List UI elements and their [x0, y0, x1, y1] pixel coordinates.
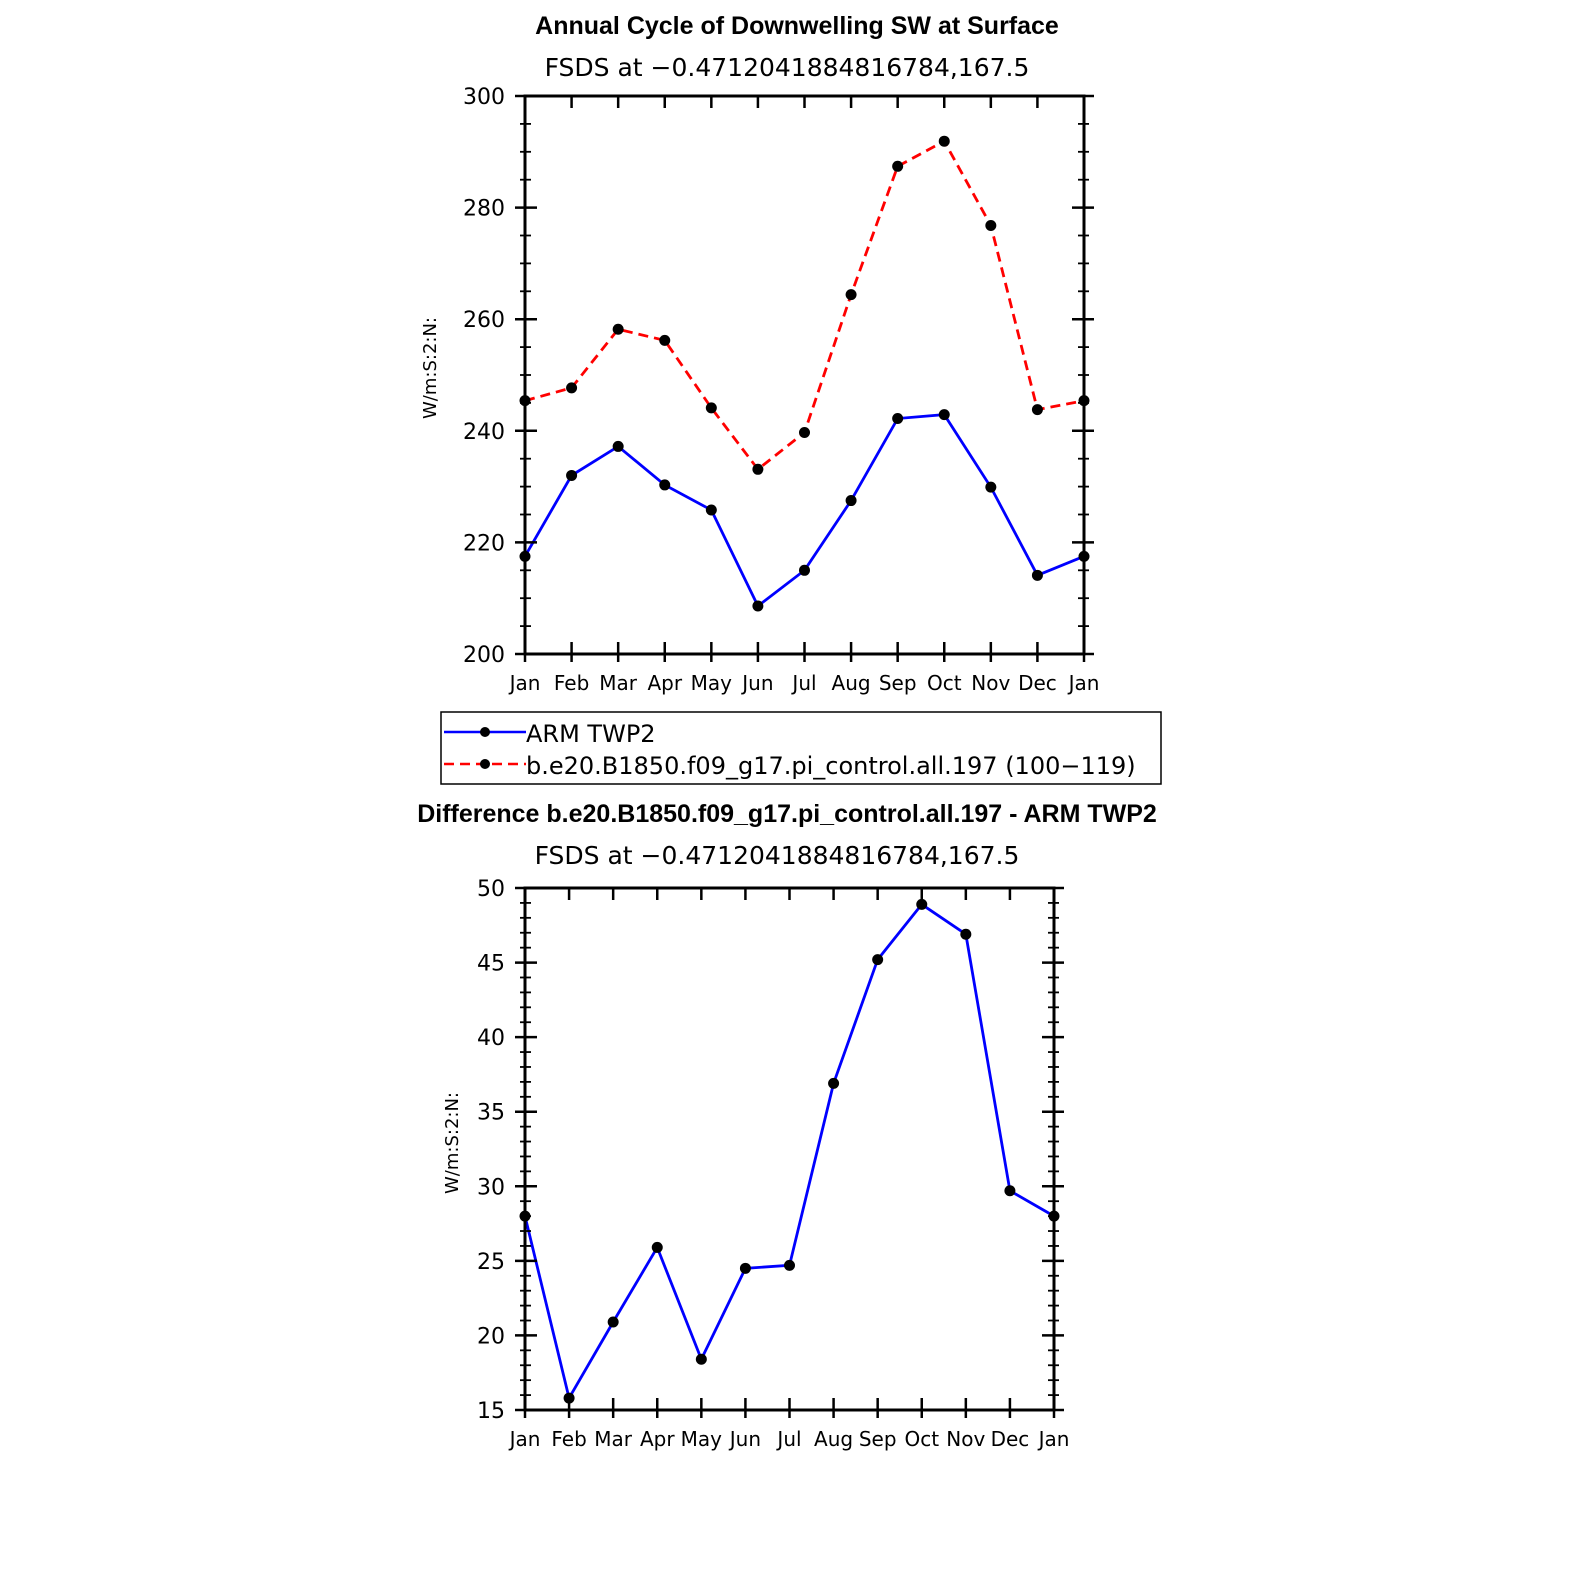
x-tick-label: Aug [814, 1427, 853, 1451]
legend: ARM TWP2 b.e20.B1850.f09_g17.pi_control.… [440, 711, 1162, 785]
x-tick-label: Oct [927, 671, 962, 695]
x-tick-label: Jun [740, 671, 773, 695]
data-point [705, 504, 717, 516]
data-point [739, 1262, 751, 1274]
data-point [799, 564, 810, 576]
x-tick-label: Jun [728, 1427, 761, 1451]
data-point [960, 928, 972, 940]
data-point [752, 463, 764, 475]
legend-item-model: b.e20.B1850.f09_g17.pi_control.all.197 (… [444, 752, 1136, 780]
x-tick-label: Dec [1018, 671, 1057, 695]
data-point [938, 135, 950, 147]
chart-subtitle: FSDS at −0.4712041884816784,167.5 [535, 841, 1020, 870]
data-point [612, 323, 624, 335]
data-point [1031, 569, 1043, 581]
y-tick-label: 280 [463, 197, 505, 222]
plot-frame [523, 94, 1086, 656]
x-tick-label: Feb [551, 1427, 586, 1451]
data-point [607, 1316, 619, 1328]
y-tick-label: 35 [477, 1101, 505, 1126]
x-tick-label: Apr [640, 1427, 675, 1451]
y-tick-label: 200 [463, 643, 505, 668]
x-tick-label: Nov [946, 1427, 985, 1451]
data-point [752, 600, 764, 612]
x-tick-label: May [691, 671, 733, 695]
chart-subtitle: FSDS at −0.4712041884816784,167.5 [545, 53, 1030, 82]
x-tick-label: Sep [879, 671, 917, 695]
data-point [784, 1259, 795, 1271]
data-point [566, 469, 578, 481]
x-tick-label: Jan [508, 1427, 541, 1451]
x-tick-label: Jul [790, 671, 816, 695]
y-tick-label: 45 [477, 952, 505, 977]
data-point [612, 440, 624, 452]
x-tick-label: May [681, 1427, 723, 1451]
data-point [828, 1077, 840, 1089]
data-point [985, 481, 997, 493]
y-axis-label: W/m:S:2:N: [442, 1092, 463, 1194]
series-line [523, 902, 1055, 1402]
legend-box [440, 711, 1162, 785]
data-point [1004, 1185, 1016, 1197]
y-tick-label: 15 [477, 1399, 505, 1424]
legend-item-obs: ARM TWP2 [444, 720, 656, 748]
x-tick-label: Jul [775, 1427, 801, 1451]
data-point [985, 219, 997, 231]
y-tick-label: 40 [477, 1026, 505, 1051]
data-point [938, 409, 950, 421]
y-tick-label: 50 [477, 877, 505, 902]
data-point [1031, 404, 1043, 416]
data-point [872, 954, 884, 966]
y-tick-label: 300 [463, 85, 505, 110]
data-point [845, 495, 857, 507]
y-tick-label: 20 [477, 1324, 505, 1349]
plot-frame [523, 886, 1056, 1412]
x-tick-label: Oct [904, 1427, 939, 1451]
data-point [695, 1353, 707, 1365]
chart-title: Difference b.e20.B1850.f09_g17.pi_contro… [417, 800, 1157, 828]
x-tick-label: Feb [554, 671, 589, 695]
x-tick-label: Aug [832, 671, 871, 695]
data-point [705, 402, 717, 414]
data-point [566, 382, 578, 394]
x-tick-label: Apr [647, 671, 682, 695]
x-tick-label: Mar [594, 1427, 633, 1451]
y-tick-label: 25 [477, 1250, 505, 1275]
y-tick-label: 220 [463, 531, 505, 556]
data-point [659, 334, 671, 346]
legend-label-obs: ARM TWP2 [526, 720, 656, 748]
y-tick-label: 260 [463, 308, 505, 333]
difference-panel: Difference b.e20.B1850.f09_g17.pi_contro… [417, 800, 1157, 1451]
series-line [524, 139, 1085, 472]
chart-title: Annual Cycle of Downwelling SW at Surfac… [535, 12, 1059, 40]
x-tick-label: Jan [1067, 671, 1100, 695]
x-tick-label: Sep [859, 1427, 897, 1451]
data-point [916, 898, 928, 910]
data-point [659, 479, 671, 491]
x-tick-label: Dec [991, 1427, 1030, 1451]
annual-cycle-panel: Annual Cycle of Downwelling SW at Surfac… [420, 12, 1099, 695]
x-tick-label: Nov [971, 671, 1010, 695]
data-point [799, 426, 810, 438]
y-axis-label: W/m:S:2:N: [420, 317, 441, 419]
legend-marker-obs [480, 727, 490, 737]
legend-label-model: b.e20.B1850.f09_g17.pi_control.all.197 (… [526, 752, 1136, 780]
x-tick-label: Jan [508, 671, 541, 695]
data-point [845, 289, 857, 301]
x-tick-label: Jan [1037, 1427, 1070, 1451]
x-tick-label: Mar [599, 671, 638, 695]
data-point [892, 160, 904, 172]
y-tick-label: 240 [463, 420, 505, 445]
data-point [892, 413, 904, 425]
series-line [523, 413, 1085, 609]
legend-marker-model [480, 759, 490, 769]
y-tick-label: 30 [477, 1175, 505, 1200]
data-point [651, 1241, 663, 1253]
